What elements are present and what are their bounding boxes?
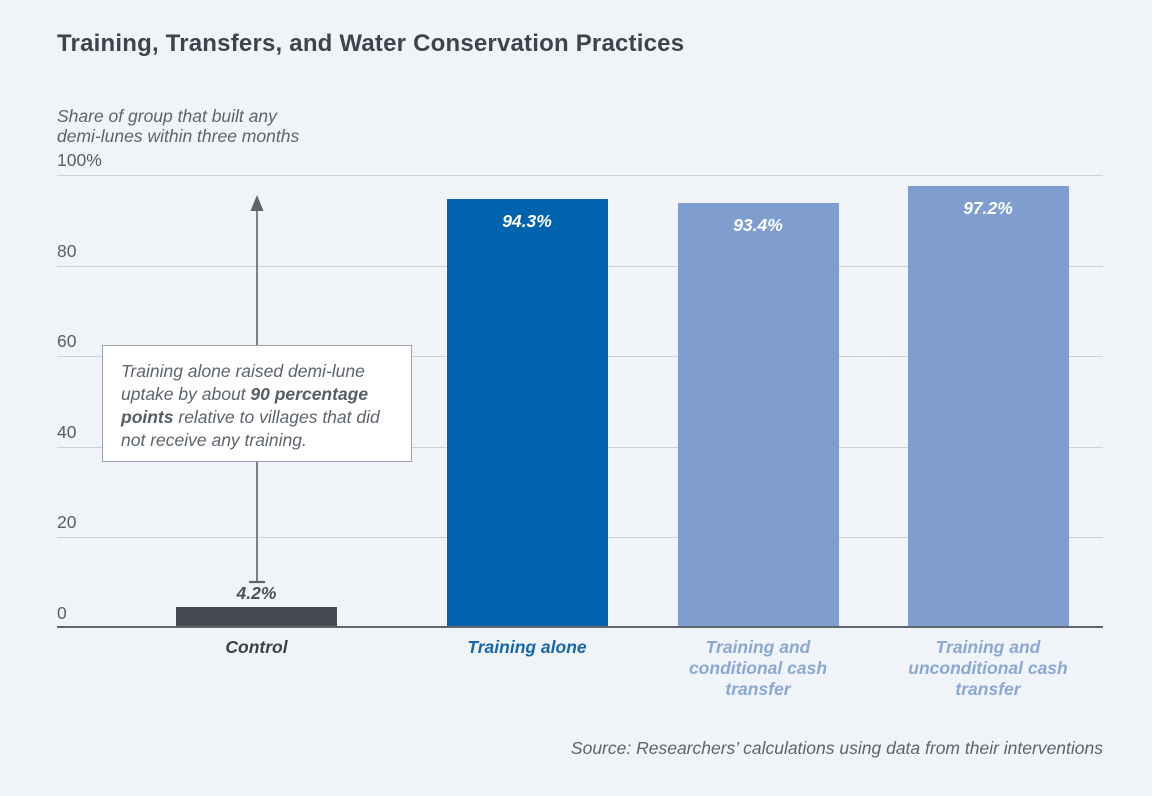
category-label-1: Training alone: [467, 637, 587, 657]
chart-plot: 0 20 40 60 80 100% 4.2% Control 94.3% Training al…: [57, 150, 1103, 699]
source-credit: Source: Researchers’ calculations using …: [570, 738, 1103, 758]
bar-value-label-3: 97.2%: [963, 197, 1013, 218]
bar-2: [677, 202, 839, 626]
y-tick-label-80: 80: [57, 240, 77, 261]
annotation-callout: Training alone raised demi-lune uptake b…: [102, 345, 412, 462]
category-label-2: Training and conditional cash transfer: [688, 637, 828, 699]
bar-1: [446, 198, 608, 626]
category-label-3: Training and unconditional cash transfer: [908, 637, 1068, 699]
annotation-text-bold: 90 percentage points: [121, 384, 369, 427]
bar-3: [907, 185, 1069, 626]
chart-title: Training, Transfers, and Water Conservat…: [57, 30, 685, 57]
gridline-100: [57, 175, 1103, 176]
y-tick-label-0: 0: [57, 603, 67, 623]
bar-value-label-0: 4.2%: [236, 582, 277, 603]
bar-value-label-1: 94.3%: [502, 210, 552, 231]
y-tick-label-20: 20: [57, 512, 77, 533]
category-label-0: Control: [225, 637, 288, 657]
chart-subtitle: Share of group that built any demi-lunes…: [57, 106, 300, 146]
x-axis-baseline: [57, 626, 1103, 628]
y-tick-label-40: 40: [57, 421, 77, 442]
y-tick-label-60: 60: [57, 331, 77, 352]
y-tick-label-100: 100%: [57, 150, 102, 170]
bar-0: [176, 606, 337, 626]
annotation-text-post: relative to villages that did not receiv…: [121, 407, 380, 450]
annotation-text-pre: Training alone raised demi-lune uptake b…: [121, 361, 365, 404]
bar-value-label-2: 93.4%: [733, 214, 783, 235]
